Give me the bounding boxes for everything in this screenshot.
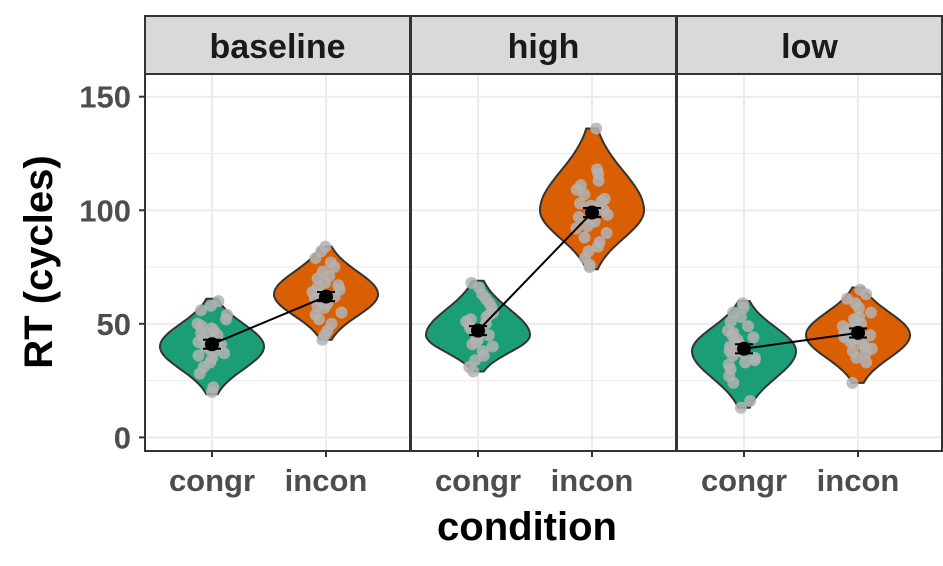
data-point — [749, 351, 761, 364]
data-point — [486, 340, 499, 353]
data-point — [836, 320, 849, 333]
facet-strip — [410, 15, 677, 75]
data-point — [600, 227, 613, 239]
data-point — [482, 329, 495, 342]
x-tick-label: congr — [169, 463, 255, 498]
facet-strip-label: low — [781, 28, 838, 66]
data-point — [860, 356, 873, 369]
data-point — [853, 311, 866, 323]
data-point — [218, 347, 231, 360]
means-layer — [203, 205, 867, 356]
data-point — [727, 306, 740, 319]
data-point — [191, 317, 204, 330]
data-point — [572, 211, 585, 224]
mean-point — [585, 205, 599, 220]
mean-point — [471, 323, 485, 338]
data-point — [742, 320, 754, 333]
violins-layer — [158, 127, 912, 409]
data-point — [846, 376, 859, 389]
x-axis-title: condition — [437, 505, 617, 549]
data-point — [598, 192, 611, 205]
facet-strip — [144, 15, 411, 75]
data-point — [593, 236, 606, 249]
data-point — [722, 324, 734, 337]
data-point — [319, 240, 332, 253]
mean-point — [319, 289, 333, 304]
data-point — [724, 315, 737, 328]
data-point — [192, 349, 205, 362]
axes-layer: 0 50 100 150 congr incon congr incon congr incon — [79, 80, 899, 498]
data-point — [476, 345, 489, 358]
data-point — [747, 331, 760, 344]
data-point — [574, 179, 587, 192]
x-tick-label: congr — [435, 463, 521, 498]
data-point — [590, 122, 603, 135]
x-tick-label: incon — [285, 463, 368, 498]
data-point — [221, 308, 233, 321]
data-point — [734, 401, 747, 414]
data-point — [212, 295, 225, 308]
data-point — [736, 297, 749, 310]
mean-point — [205, 337, 219, 352]
data-point — [744, 395, 757, 407]
facet-strip-label: high — [508, 28, 580, 66]
data-point — [325, 317, 338, 330]
data-point — [591, 163, 604, 176]
strips-layer: baseline high low — [144, 15, 943, 75]
data-point — [739, 356, 752, 369]
mean-connector-line — [211, 295, 327, 346]
data-point — [841, 292, 853, 305]
mean-point — [851, 325, 865, 340]
mean-connector-line — [477, 211, 593, 332]
data-point — [195, 304, 207, 317]
y-axis-title: RT (cycles) — [17, 155, 61, 368]
data-point — [316, 265, 329, 278]
data-point — [309, 308, 322, 321]
y-tick-label: 0 — [114, 420, 131, 455]
data-point — [578, 231, 591, 244]
x-tick-label: congr — [701, 463, 787, 498]
violin-high-incon — [538, 127, 646, 271]
panel-border — [144, 73, 411, 452]
x-tick-label: incon — [551, 463, 634, 498]
mean-point — [737, 341, 751, 356]
data-point — [865, 306, 877, 319]
mean-connector-line — [743, 331, 859, 350]
data-point — [465, 276, 478, 289]
data-point — [574, 197, 586, 210]
facet-strip-label: baseline — [209, 28, 345, 66]
facet-strip — [676, 15, 943, 75]
data-point — [205, 322, 218, 335]
data-point — [207, 381, 220, 394]
data-point — [324, 256, 337, 269]
data-point — [335, 306, 348, 319]
data-point — [722, 358, 735, 371]
data-point — [464, 313, 477, 326]
y-tick-label: 150 — [79, 80, 131, 115]
data-point — [582, 245, 595, 258]
data-point — [854, 283, 867, 296]
y-tick-label: 100 — [79, 193, 131, 228]
data-point — [856, 338, 869, 351]
data-point — [846, 345, 859, 358]
data-point — [332, 279, 345, 292]
data-point — [864, 329, 877, 342]
y-tick-label: 50 — [97, 307, 131, 342]
x-tick-label: incon — [817, 463, 900, 498]
panel-border — [676, 73, 943, 452]
